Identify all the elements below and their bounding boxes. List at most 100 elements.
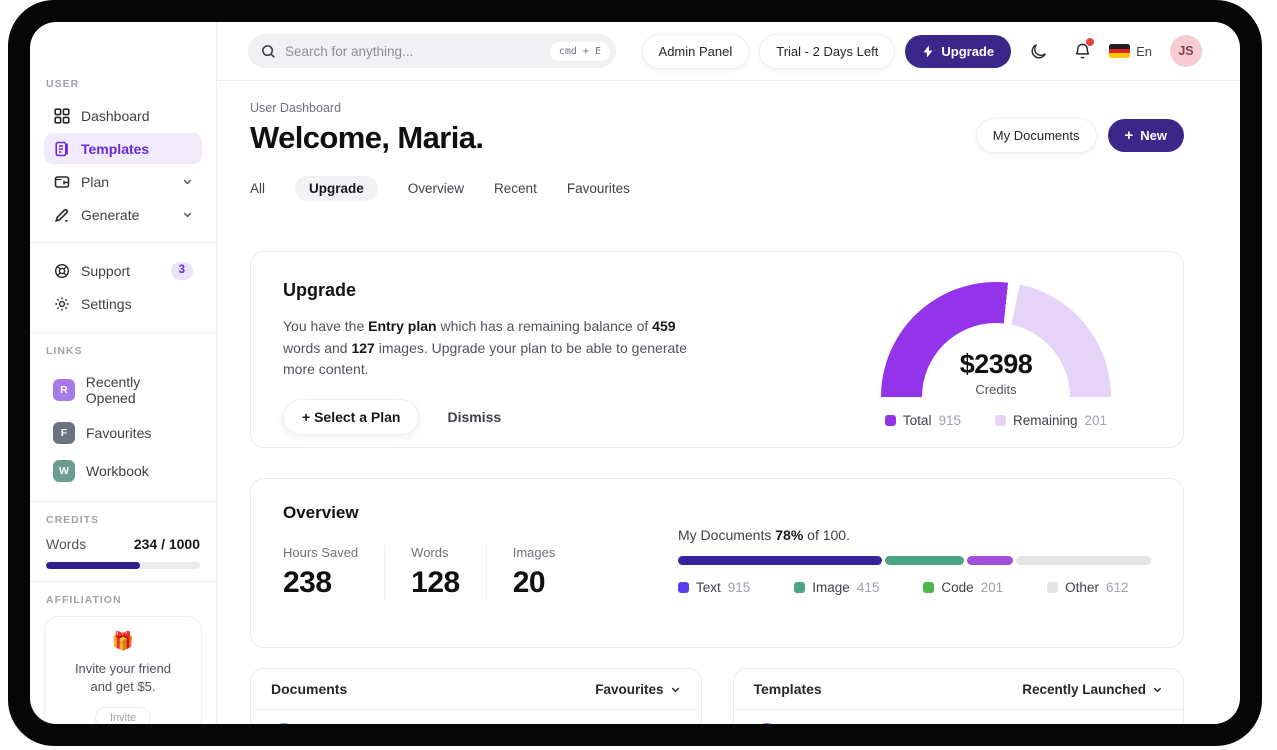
sidebar-item-dashboard[interactable]: Dashboard bbox=[44, 100, 202, 131]
sidebar-divider bbox=[30, 500, 216, 502]
plus-icon: + bbox=[1124, 127, 1134, 144]
legend-item-code: Code 201 bbox=[923, 580, 1003, 595]
affiliation-text: Invite your friend and get $5. bbox=[55, 660, 191, 698]
credits-value: 234 / 1000 bbox=[133, 535, 200, 552]
overview-title: Overview bbox=[283, 503, 359, 522]
new-button[interactable]: + New bbox=[1107, 119, 1184, 152]
link-avatar: F bbox=[53, 421, 75, 444]
document-avatar bbox=[271, 723, 297, 724]
notifications-button[interactable] bbox=[1065, 34, 1099, 68]
legend-item-other: Other 612 bbox=[1047, 580, 1128, 595]
sidebar-item-support[interactable]: Support 3 bbox=[44, 255, 202, 287]
app-window: USER Dashboard Templates Plan bbox=[30, 22, 1240, 724]
sidebar-item-label: Plan bbox=[81, 173, 110, 190]
stat-images: Images 20 bbox=[485, 545, 582, 600]
tab-overview[interactable]: Overview bbox=[407, 181, 465, 196]
chevron-down-icon bbox=[670, 684, 681, 695]
upgrade-button[interactable]: Upgrade bbox=[905, 34, 1012, 68]
tab-bar: All Upgrade Overview Recent Favourites bbox=[250, 176, 1184, 201]
language-selector[interactable]: En bbox=[1109, 34, 1152, 68]
pencil-icon bbox=[53, 206, 70, 223]
sidebar-divider bbox=[30, 331, 216, 333]
documents-filter-dropdown[interactable]: Favourites bbox=[595, 682, 680, 697]
admin-panel-button[interactable]: Admin Panel bbox=[641, 33, 750, 69]
sidebar-section-credits: CREDITS bbox=[46, 513, 100, 526]
new-button-label: New bbox=[1140, 128, 1167, 143]
bar-segment-image bbox=[885, 556, 965, 565]
topbar: cmd + E Admin Panel Trial - 2 Days Left … bbox=[217, 22, 1240, 81]
chevron-down-icon bbox=[182, 209, 193, 220]
sidebar-link-recently-opened[interactable]: R Recently Opened bbox=[44, 367, 202, 413]
dismiss-button[interactable]: Dismiss bbox=[447, 409, 502, 426]
sidebar-item-label: Templates bbox=[81, 140, 150, 157]
trial-button[interactable]: Trial - 2 Days Left bbox=[759, 33, 896, 69]
sidebar-item-plan[interactable]: Plan bbox=[44, 166, 202, 197]
stat-words: Words 128 bbox=[384, 545, 486, 600]
dashboard-icon bbox=[53, 107, 70, 124]
sidebar-item-label: Support bbox=[81, 262, 131, 279]
sidebar-section-affiliation: AFFILIATION bbox=[46, 593, 122, 606]
sidebar-item-settings[interactable]: Settings bbox=[44, 289, 202, 320]
tab-all[interactable]: All bbox=[250, 181, 266, 196]
sidebar-item-label: Workbook bbox=[86, 462, 149, 479]
credits-label: Words bbox=[46, 535, 87, 552]
moon-icon bbox=[1029, 42, 1048, 61]
legend-item-image: Image 415 bbox=[794, 580, 879, 595]
sidebar-item-label: Settings bbox=[81, 296, 132, 312]
search-bar[interactable]: cmd + E bbox=[248, 34, 616, 68]
gear-icon bbox=[53, 296, 70, 313]
sidebar-item-label: Generate bbox=[81, 206, 140, 223]
sidebar-divider bbox=[30, 242, 216, 243]
template-avatar bbox=[753, 723, 780, 724]
language-label: En bbox=[1136, 43, 1152, 59]
documents-progress: My Documents 78% of 100. Text 915 Image 415… bbox=[678, 527, 1151, 623]
sidebar-divider bbox=[30, 580, 216, 582]
upgrade-card-text: You have the Entry plan which has a rema… bbox=[283, 318, 687, 378]
my-documents-button[interactable]: My Documents bbox=[975, 118, 1097, 153]
chevron-down-icon bbox=[1152, 684, 1163, 695]
tab-favourites[interactable]: Favourites bbox=[566, 181, 630, 196]
stacked-progressbar bbox=[678, 556, 1151, 565]
bell-icon bbox=[1073, 42, 1092, 61]
legend-item-total: Total 915 bbox=[884, 413, 961, 428]
upgrade-card: Upgrade You have the Entry plan which ha… bbox=[250, 251, 1184, 448]
credits-gauge: $2398 Credits Total 915 Remaining bbox=[881, 282, 1111, 428]
legend-item-text: Text 915 bbox=[678, 580, 750, 595]
sidebar-item-generate[interactable]: Generate bbox=[44, 199, 202, 230]
gauge-value: $2398 bbox=[959, 349, 1033, 379]
search-input[interactable] bbox=[285, 43, 541, 59]
overview-card: Overview Hours Saved 238 Words 128 Image… bbox=[250, 478, 1184, 648]
notification-dot bbox=[1086, 38, 1095, 46]
sidebar-link-favourites[interactable]: F Favourites bbox=[44, 415, 202, 451]
affiliation-card: 🎁 Invite your friend and get $5. Invite bbox=[44, 615, 202, 724]
legend-swatch bbox=[884, 415, 896, 426]
document-row[interactable]: Untitled Document in Workbook bbox=[251, 710, 701, 724]
template-row[interactable]: Blog Post Title in Workbook bbox=[734, 710, 1184, 724]
bar-segment-other bbox=[1016, 556, 1151, 565]
overview-stats: Hours Saved 238 Words 128 Images 20 bbox=[283, 545, 678, 600]
tab-upgrade[interactable]: Upgrade bbox=[295, 176, 378, 201]
templates-filter-dropdown[interactable]: Recently Launched bbox=[1022, 682, 1163, 697]
sidebar-section-user: USER bbox=[46, 78, 80, 90]
affiliation-line2: and get $5. bbox=[90, 679, 156, 695]
sidebar-section-links: LINKS bbox=[46, 344, 83, 357]
sidebar-link-workbook[interactable]: W Workbook bbox=[44, 453, 202, 489]
stacked-bar-legend: Text 915 Image 415 Code 201 Other 612 bbox=[678, 580, 1151, 595]
select-plan-button[interactable]: + Select a Plan bbox=[283, 399, 420, 436]
sidebar: USER Dashboard Templates Plan bbox=[30, 22, 217, 724]
search-icon bbox=[261, 44, 276, 59]
affiliation-line1: Invite your friend bbox=[74, 660, 172, 676]
chevron-down-icon bbox=[182, 176, 193, 187]
invite-button[interactable]: Invite bbox=[94, 707, 152, 724]
tab-recent[interactable]: Recent bbox=[494, 181, 537, 196]
sidebar-item-templates[interactable]: Templates bbox=[44, 133, 202, 164]
stat-hours-saved: Hours Saved 238 bbox=[283, 545, 359, 599]
wallet-icon bbox=[53, 173, 70, 190]
device-frame: USER Dashboard Templates Plan bbox=[8, 0, 1262, 746]
documents-card-title: Documents bbox=[271, 681, 348, 697]
dark-mode-toggle[interactable] bbox=[1021, 34, 1055, 68]
documents-progress-label: My Documents 78% of 100. bbox=[678, 527, 850, 543]
bar-segment-text bbox=[678, 556, 883, 565]
gauge-legend: Total 915 Remaining 201 bbox=[881, 413, 1111, 428]
user-avatar[interactable]: JS bbox=[1170, 35, 1202, 67]
